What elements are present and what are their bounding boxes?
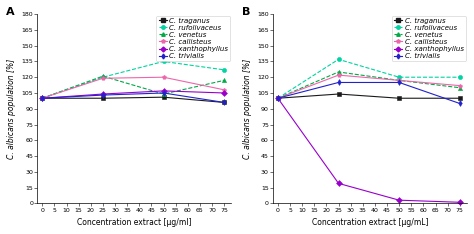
Y-axis label: C. albicans population [%]: C. albicans population [%] <box>7 59 16 159</box>
Legend: C. traganus, C. rufolivaceus, C. venetus, C. callisteus, C. xanthophyllus, C. tr: C. traganus, C. rufolivaceus, C. venetus… <box>156 15 230 61</box>
Y-axis label: C. albicans population [%]: C. albicans population [%] <box>243 59 252 159</box>
X-axis label: Concentration extract [μg/mL]: Concentration extract [μg/mL] <box>312 218 428 227</box>
Legend: C. traganus, C. rufolivaceus, C. venetus, C. callisteus, C. xanthophyllus, C. tr: C. traganus, C. rufolivaceus, C. venetus… <box>392 15 465 61</box>
X-axis label: Concentration extract [μg/ml]: Concentration extract [μg/ml] <box>77 218 191 227</box>
Text: B: B <box>242 7 250 17</box>
Text: A: A <box>6 7 15 17</box>
